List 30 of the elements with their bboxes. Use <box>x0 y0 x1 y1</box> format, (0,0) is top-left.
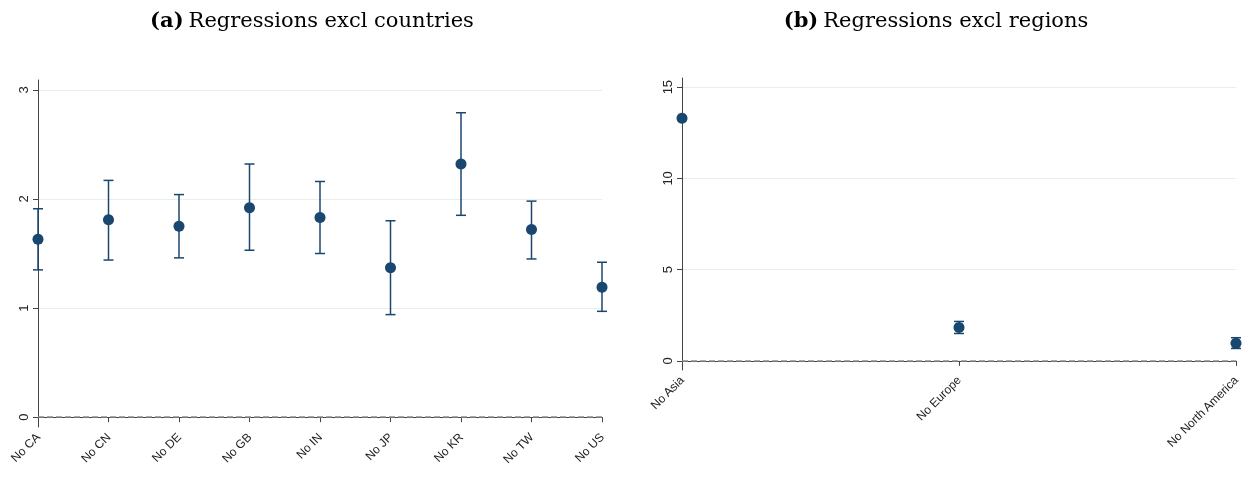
point <box>676 112 688 124</box>
point <box>455 158 467 170</box>
chart-title: (a) Regressions excl countries <box>150 7 474 32</box>
point <box>385 262 396 274</box>
point <box>596 281 608 293</box>
y-tick-label: 0 <box>16 413 31 421</box>
x-tick-label: No GB <box>219 430 255 466</box>
y-tick-label: 5 <box>660 266 675 274</box>
point <box>32 233 44 245</box>
x-tick-label: No KR <box>431 429 467 465</box>
x-tick-label: No US <box>572 430 607 465</box>
point <box>173 220 185 232</box>
y-tick-label: 1 <box>16 304 31 312</box>
y-tick-label: 2 <box>16 195 31 203</box>
y-tick-label: 3 <box>16 86 31 94</box>
point <box>526 224 537 235</box>
x-tick-label: No IN <box>293 430 325 462</box>
y-tick-label: 10 <box>660 171 675 186</box>
x-tick-label: No CN <box>78 430 114 466</box>
y-tick-label: 0 <box>660 357 675 365</box>
x-tick-label: No Asia <box>647 372 688 413</box>
point <box>314 211 326 223</box>
chart-title: (b) Regressions excl regions <box>783 7 1089 32</box>
x-tick-label: No CA <box>8 430 43 465</box>
point <box>244 202 255 214</box>
point <box>103 214 114 226</box>
x-tick-label: No JP <box>362 430 396 464</box>
x-tick-label: No DE <box>149 430 184 465</box>
y-tick-label: 15 <box>660 79 675 95</box>
x-tick-label: No TW <box>500 429 537 467</box>
